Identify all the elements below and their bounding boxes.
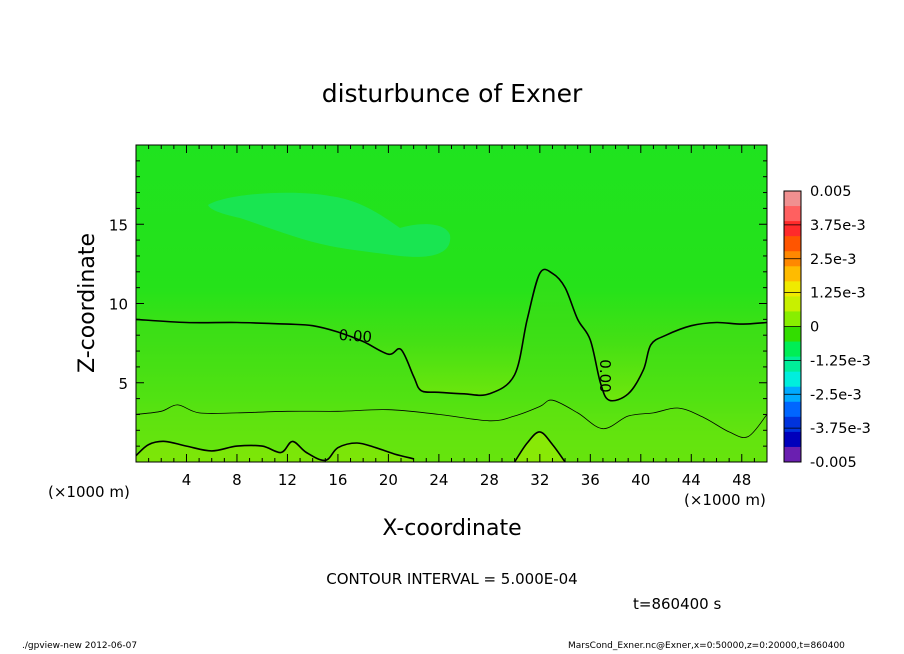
x-tick-label: 40	[631, 471, 650, 489]
x-tick-label: 28	[480, 471, 499, 489]
y-tick-label: 5	[118, 375, 128, 393]
x-tick-label: 12	[278, 471, 297, 489]
plot-area: 0.00 0.00	[136, 145, 767, 462]
y-axis: 5 10 15	[109, 160, 767, 447]
y-axis-label: Z-coordinate	[75, 233, 100, 373]
colorbar-segment	[784, 266, 801, 282]
colorbar-segment	[784, 191, 801, 207]
footer-program: ./gpview-new 2012-06-07	[22, 641, 138, 651]
bottom-mound-contour	[513, 431, 566, 462]
colorbar: 0.005 3.75e-3 2.5e-3 1.25e-3 0 -1.25e-3 -2.5e-…	[783, 184, 871, 471]
colorbar-segment	[784, 326, 801, 343]
colorbar-segment	[784, 446, 801, 463]
x-axis-label: X-coordinate	[382, 516, 521, 541]
x-tick-label: 48	[732, 471, 751, 489]
x-unit-right: (×1000 m)	[684, 491, 766, 509]
negative-anomaly-patch	[208, 192, 451, 257]
mound-band-fill	[514, 431, 566, 462]
colorbar-segment	[784, 341, 801, 358]
y-tick-label: 10	[109, 296, 128, 314]
x-tick-label: 20	[379, 471, 398, 489]
x-tick-label: 8	[232, 471, 242, 489]
x-tick-label: 16	[328, 471, 347, 489]
x-axis: 4 8 12 16 20 24 28 32 36 40 44 48	[148, 145, 755, 489]
colorbar-label: -1.25e-3	[810, 353, 871, 369]
y-tick-label: 15	[109, 216, 128, 234]
x-tick-label: 32	[530, 471, 549, 489]
x-tick-label: 4	[182, 471, 192, 489]
colorbar-segment	[784, 296, 801, 312]
colorbar-label: 1.25e-3	[810, 286, 866, 302]
colorbar-segment	[784, 401, 801, 418]
colorbar-segment	[784, 206, 801, 222]
colorbar-segment	[784, 356, 801, 373]
x-tick-label: 44	[682, 471, 701, 489]
colorbar-segment	[784, 311, 801, 327]
colorbar-label: 2.5e-3	[810, 252, 856, 268]
colorbar-segment	[784, 221, 801, 237]
chart-title: disturbunce of Exner	[322, 79, 583, 108]
colorbar-label: 3.75e-3	[810, 218, 866, 234]
colorbar-segment	[784, 281, 801, 297]
colorbar-segment	[784, 431, 801, 448]
mid-contour	[136, 399, 767, 438]
contour-interval: CONTOUR INTERVAL = 5.000E-04	[326, 570, 577, 588]
footer-source: MarsCond_Exner.nc@Exner,x=0:50000,z=0:20…	[568, 641, 845, 651]
x-tick-label: 24	[429, 471, 448, 489]
zero-contour-label-b: 0.00	[596, 359, 614, 392]
colorbar-segment	[784, 416, 801, 433]
colorbar-label: -3.75e-3	[810, 421, 871, 437]
colorbar-label: 0	[810, 320, 819, 336]
colorbar-label: 0.005	[810, 184, 852, 200]
low-contour	[136, 440, 414, 462]
colorbar-segment	[784, 236, 801, 252]
zero-contour	[136, 268, 767, 402]
colorbar-label: -0.005	[810, 455, 857, 471]
colorbar-segment	[784, 371, 801, 388]
x-unit-left: (×1000 m)	[48, 483, 130, 501]
colorbar-label: -2.5e-3	[810, 387, 862, 403]
x-tick-label: 36	[581, 471, 600, 489]
zero-contour-label-a: 0.00	[338, 326, 373, 346]
contour-layer	[136, 268, 767, 462]
time-label: t=860400 s	[633, 595, 721, 613]
